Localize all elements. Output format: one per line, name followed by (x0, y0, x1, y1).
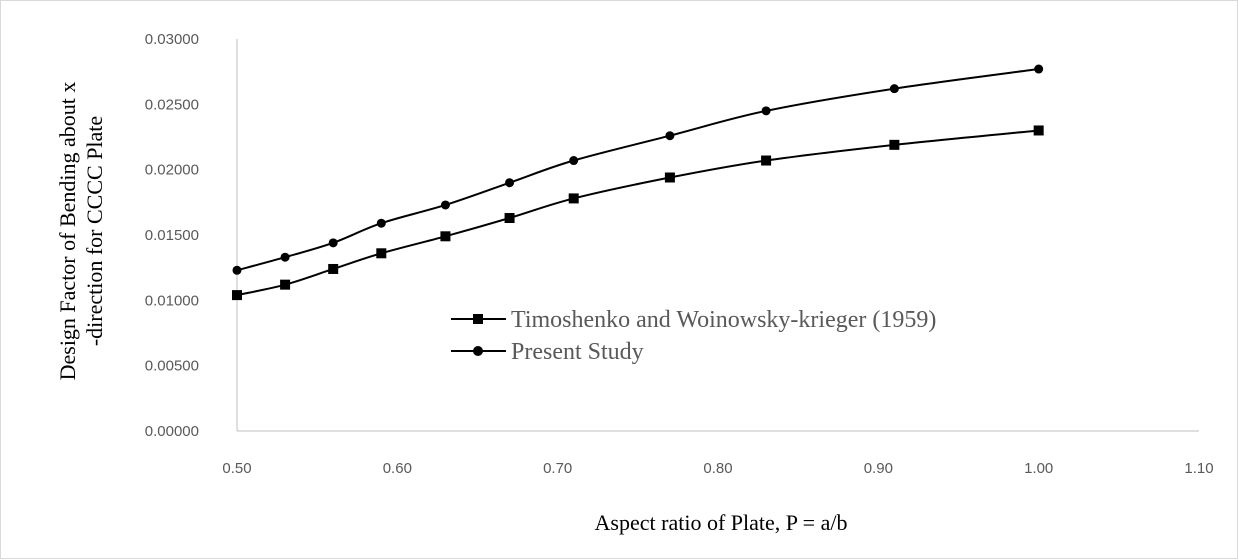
legend-label-timoshenko: Timoshenko and Woinowsky-krieger (1959) (511, 307, 936, 333)
series-line (236, 68, 1039, 272)
x-tick-label: 0.70 (543, 460, 572, 477)
y-tick-label: 0.02000 (145, 162, 199, 179)
y-tick-label: 0.00500 (145, 358, 199, 375)
data-point-square (664, 172, 675, 183)
data-point-circle (569, 156, 579, 166)
data-point-circle (328, 238, 338, 248)
data-point-square (280, 279, 291, 290)
data-point-circle (665, 131, 675, 141)
x-tick-labels: 0.50 0.60 0.70 0.80 0.90 1.00 1.10 (222, 460, 1213, 477)
data-point-square (568, 193, 579, 204)
legend: Timoshenko and Woinowsky-krieger (1959) … (451, 307, 936, 365)
data-point-circle (889, 84, 899, 94)
data-point-square (1033, 125, 1044, 136)
legend-label-present-study: Present Study (511, 339, 644, 365)
series-present-study (232, 64, 1044, 275)
x-tick-label: 0.80 (703, 460, 732, 477)
x-tick-label: 0.90 (864, 460, 893, 477)
data-point-circle (1034, 64, 1044, 74)
y-tick-label: 0.01500 (145, 227, 199, 244)
series-layer (232, 64, 1044, 301)
x-tick-label: 1.10 (1184, 460, 1213, 477)
data-point-circle (280, 252, 290, 262)
data-point-square (376, 248, 387, 259)
legend-circle-marker (473, 346, 483, 356)
data-point-square (504, 213, 515, 224)
y-tick-label: 0.03000 (145, 31, 199, 48)
x-tick-label: 0.60 (383, 460, 412, 477)
data-point-square (232, 290, 242, 301)
legend-square-marker (473, 314, 483, 324)
x-axis-title: Aspect ratio of Plate, P = a/b (595, 510, 848, 535)
x-tick-label: 1.00 (1024, 460, 1053, 477)
y-axis-title-line-1: Design Factor of Bending about x (55, 82, 80, 381)
y-tick-label: 0.02500 (145, 96, 199, 113)
series-line (236, 129, 1039, 297)
y-tick-labels: 0.00000 0.00500 0.01000 0.01500 0.02000 0.025… (145, 31, 199, 440)
data-point-circle (761, 106, 771, 116)
data-point-square (328, 263, 339, 274)
data-point-square (889, 139, 900, 150)
x-tick-label: 0.50 (222, 460, 251, 477)
data-point-circle (505, 178, 515, 188)
data-point-square (761, 155, 772, 166)
y-tick-label: 0.01000 (145, 292, 199, 309)
y-tick-label: 0.00000 (145, 423, 199, 440)
series-timoshenko (232, 125, 1044, 301)
data-point-circle (232, 265, 242, 275)
y-axis-title-line-2: -direction for CCCC Plate (82, 116, 107, 346)
data-point-circle (440, 200, 450, 210)
axes (236, 39, 1199, 432)
data-point-circle (376, 218, 386, 228)
data-point-square (440, 231, 451, 242)
